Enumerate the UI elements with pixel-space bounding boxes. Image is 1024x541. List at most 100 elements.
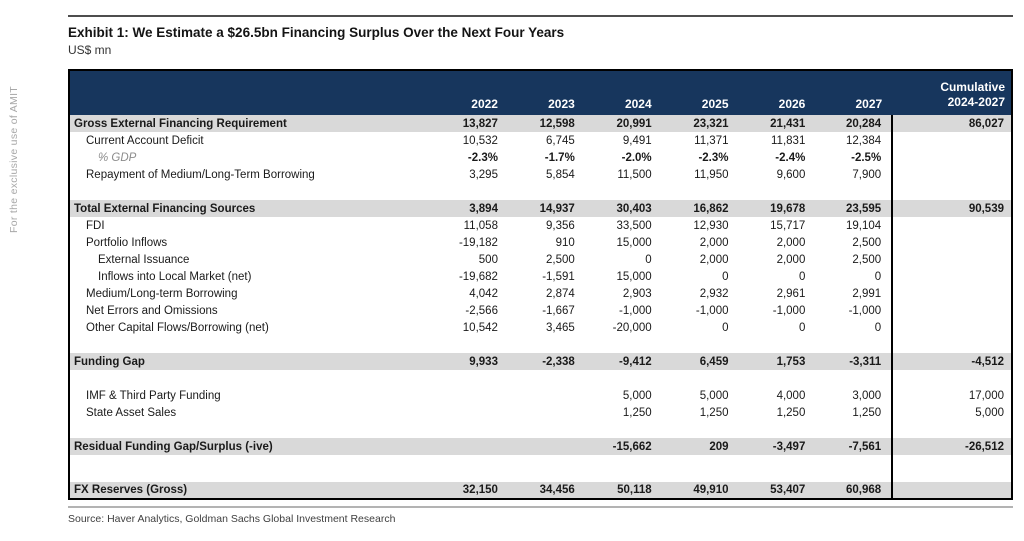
row-label: IMF & Third Party Funding [86, 389, 221, 402]
table-header: 2022 2023 2024 2025 2026 2027 Cumulative 2024-2… [69, 70, 1012, 115]
cell-value: 2,903 [622, 287, 652, 300]
year-header: 2025 [661, 70, 739, 115]
cell-value: 9,600 [776, 168, 806, 181]
cell-value [508, 387, 585, 404]
cumulative-header-line2: 2024-2027 [947, 95, 1005, 110]
top-rule [68, 15, 1013, 17]
cell-value: 11,831 [771, 134, 806, 147]
cell-value: 11,058 [463, 219, 498, 232]
row-label: FDI [86, 219, 105, 232]
cell-value: 1,250 [699, 406, 729, 419]
table-body: Gross External Financing Requirement 13,8… [69, 115, 1012, 499]
cell-cumulative [891, 455, 1012, 482]
cell-cumulative [891, 302, 1012, 319]
cell-value [739, 370, 816, 387]
cell-value: 9,356 [546, 219, 575, 232]
cell-value: -1,000 [619, 304, 652, 317]
cell-value [739, 421, 816, 438]
cell-value: -2,338 [507, 353, 585, 370]
cell-value: 2,000 [699, 236, 729, 249]
cell-value: -1.7% [544, 151, 575, 164]
exclusive-use-watermark: For the exclusive use of AMIT [8, 85, 20, 233]
row-label: Medium/Long-term Borrowing [86, 287, 238, 300]
table-row: External Issuance 500 2,500 0 2,000 2,000 2,50… [69, 251, 1012, 268]
cell-cumulative: -26,512 [891, 438, 1012, 455]
cell-cumulative: 17,000 [891, 387, 1012, 404]
cell-cumulative [891, 285, 1012, 302]
row-label [69, 421, 431, 438]
bottom-rule [68, 506, 1013, 508]
table-row: Other Capital Flows/Borrowing (net) 10,54… [69, 319, 1012, 336]
row-label [69, 455, 431, 482]
cell-value [815, 421, 892, 438]
row-label [69, 183, 431, 200]
cell-value: 3,000 [852, 389, 882, 402]
cell-value: -3,497 [738, 438, 816, 455]
cell-value [508, 370, 585, 387]
cell-value: 0 [798, 321, 806, 334]
cell-value: 2,500 [852, 236, 882, 249]
cell-value: 2,000 [776, 253, 806, 266]
cell-value: 4,000 [776, 389, 806, 402]
exhibit-units: US$ mn [68, 43, 112, 57]
cell-value: 910 [555, 236, 575, 249]
cell-value: 1,250 [622, 406, 652, 419]
cell-value: 15,000 [616, 236, 652, 249]
table-row: % GDP -2.3% -1.7% -2.0% -2.3% -2.4% -2.5% [69, 149, 1012, 166]
table-row: IMF & Third Party Funding 5,000 5,000 4,000… [69, 387, 1012, 404]
cell-value: 5,000 [622, 389, 652, 402]
cell-value: 2,500 [546, 253, 575, 266]
cell-value: -2.3% [698, 151, 729, 164]
cell-value: 0 [798, 270, 806, 283]
cell-value: 10,542 [462, 321, 498, 334]
cell-cumulative: 90,539 [891, 200, 1012, 217]
cell-cumulative [891, 149, 1012, 166]
cell-value: 20,284 [815, 115, 893, 132]
table-row: Repayment of Medium/Long-Term Borrowing 3… [69, 166, 1012, 183]
table-row: Inflows into Local Market (net) -19,682 -1… [69, 268, 1012, 285]
row-label: Residual Funding Gap/Surplus (-ive) [69, 438, 432, 455]
cell-value [815, 370, 892, 387]
header-spacer [69, 70, 432, 115]
cell-cumulative [891, 166, 1012, 183]
cell-value: -1,000 [848, 304, 882, 317]
year-header: 2024 [584, 70, 662, 115]
cell-cumulative [891, 217, 1012, 234]
cell-value: 3,465 [546, 321, 575, 334]
cell-value: 15,717 [770, 219, 806, 232]
cell-value: 53,407 [738, 482, 816, 499]
cell-value [739, 183, 816, 200]
row-label: External Issuance [98, 253, 190, 266]
cell-value: 49,910 [661, 482, 739, 499]
cell-value: 12,384 [846, 134, 882, 147]
cell-value [662, 336, 739, 353]
cell-cumulative [891, 482, 1012, 499]
cell-value: 0 [874, 270, 882, 283]
header-row: 2022 2023 2024 2025 2026 2027 Cumulative 2024-2… [69, 70, 1012, 115]
table-row [69, 183, 1012, 200]
cell-value [508, 455, 585, 482]
cell-cumulative [891, 421, 1012, 438]
row-label [69, 370, 431, 387]
cell-value: 34,456 [507, 482, 585, 499]
cell-value [662, 455, 739, 482]
cell-value: -19,182 [458, 236, 498, 249]
cell-value: 2,961 [776, 287, 806, 300]
table-row: Medium/Long-term Borrowing 4,042 2,874 2,90… [69, 285, 1012, 302]
cell-value: 16,862 [661, 200, 739, 217]
cell-value [431, 421, 508, 438]
table-row: State Asset Sales 1,250 1,250 1,250 1,250 5,0… [69, 404, 1012, 421]
table-row [69, 455, 1012, 482]
cell-value [431, 183, 508, 200]
cell-value [431, 455, 508, 482]
cell-value: 9,491 [622, 134, 652, 147]
cumulative-header: Cumulative 2024-2027 [892, 70, 1012, 115]
cell-cumulative: 5,000 [891, 404, 1012, 421]
cell-value: 23,321 [661, 115, 739, 132]
cell-value [508, 183, 585, 200]
cell-value: -2,566 [465, 304, 498, 317]
cell-value: 2,000 [776, 236, 806, 249]
table-row: Gross External Financing Requirement 13,8… [69, 115, 1012, 132]
cell-value: -1,667 [542, 304, 575, 317]
cell-value: 4,042 [469, 287, 498, 300]
